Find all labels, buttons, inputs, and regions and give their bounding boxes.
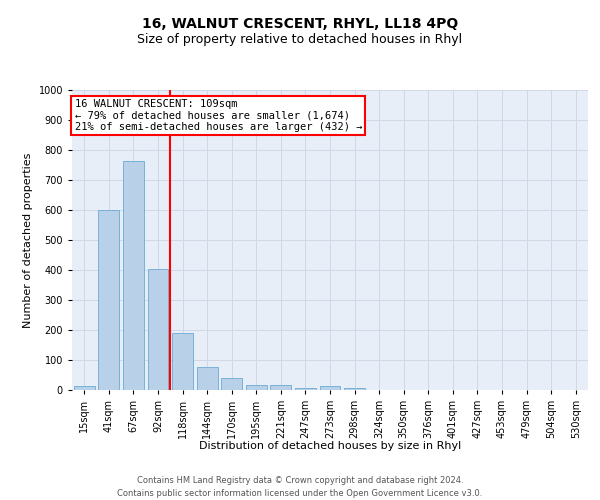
Y-axis label: Number of detached properties: Number of detached properties bbox=[23, 152, 33, 328]
Bar bbox=[295, 388, 316, 390]
Text: 16, WALNUT CRESCENT, RHYL, LL18 4PQ: 16, WALNUT CRESCENT, RHYL, LL18 4PQ bbox=[142, 18, 458, 32]
Bar bbox=[123, 160, 144, 390]
Bar bbox=[172, 333, 193, 390]
Bar bbox=[197, 366, 218, 390]
Bar bbox=[148, 268, 169, 390]
X-axis label: Distribution of detached houses by size in Rhyl: Distribution of detached houses by size … bbox=[199, 441, 461, 451]
Text: Contains HM Land Registry data © Crown copyright and database right 2024.
Contai: Contains HM Land Registry data © Crown c… bbox=[118, 476, 482, 498]
Bar bbox=[320, 386, 340, 390]
Bar bbox=[271, 385, 292, 390]
Bar bbox=[221, 378, 242, 390]
Bar bbox=[344, 388, 365, 390]
Text: 16 WALNUT CRESCENT: 109sqm
← 79% of detached houses are smaller (1,674)
21% of s: 16 WALNUT CRESCENT: 109sqm ← 79% of deta… bbox=[74, 99, 362, 132]
Bar bbox=[98, 210, 119, 390]
Text: Size of property relative to detached houses in Rhyl: Size of property relative to detached ho… bbox=[137, 32, 463, 46]
Bar bbox=[74, 386, 95, 390]
Bar bbox=[246, 384, 267, 390]
